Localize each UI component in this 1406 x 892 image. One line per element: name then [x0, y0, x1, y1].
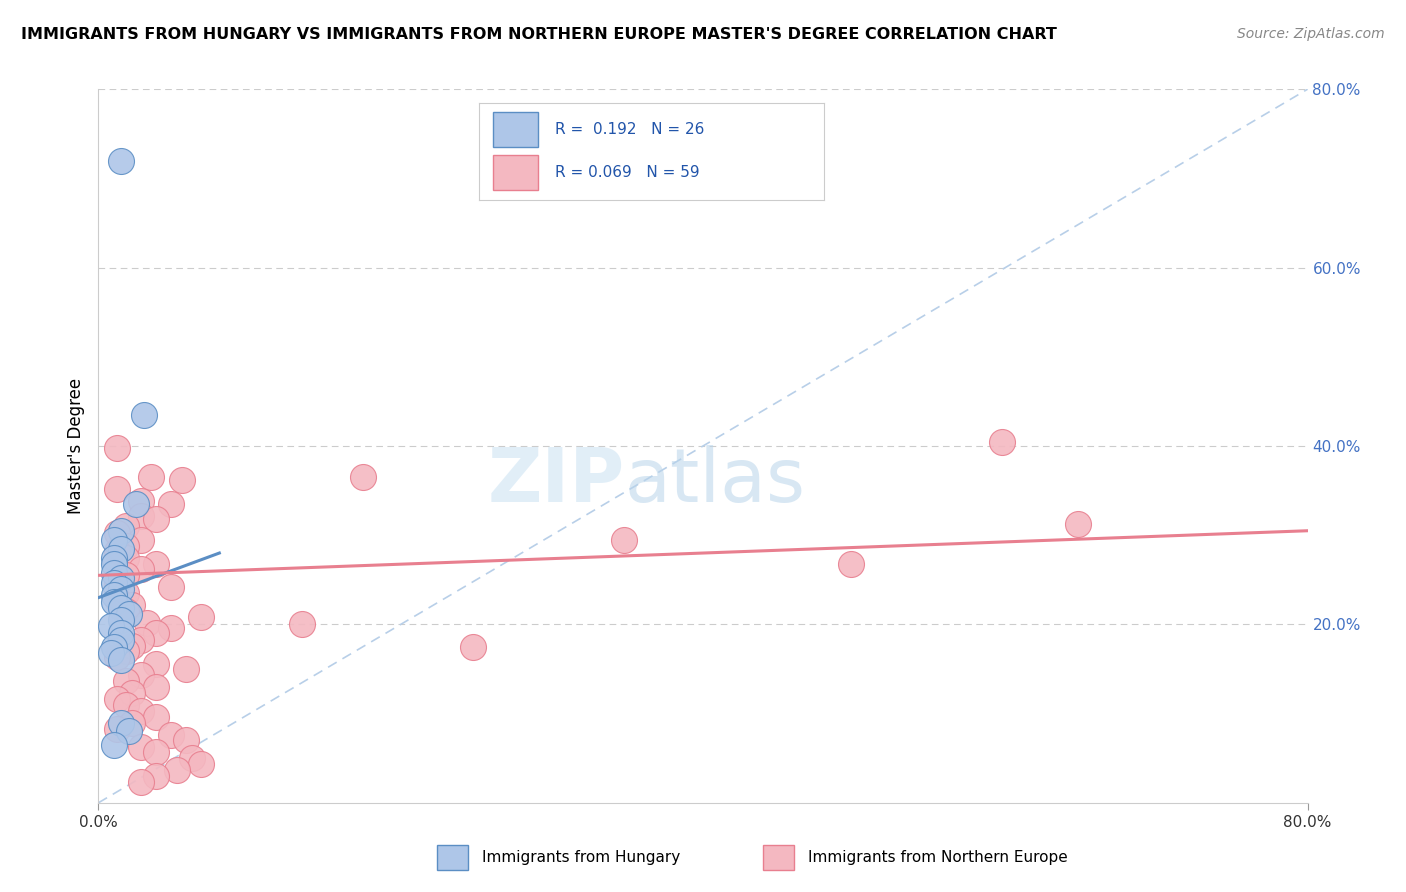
Point [839, 557, 862, 571]
Point [105, 544, 128, 558]
Text: ZIP: ZIP [486, 445, 624, 518]
Point [141, 470, 163, 484]
Point [110, 601, 132, 615]
Point [145, 657, 167, 671]
Point [129, 668, 152, 682]
Point [118, 724, 141, 739]
Point [463, 640, 485, 654]
Point [110, 524, 132, 538]
Point [103, 550, 125, 565]
Point [103, 557, 125, 571]
Point [103, 566, 125, 580]
Point [100, 646, 122, 660]
Point [103, 595, 125, 609]
Point [114, 519, 136, 533]
Point [105, 592, 128, 607]
Point [103, 533, 125, 547]
Text: atlas: atlas [624, 445, 806, 518]
Point [105, 722, 128, 736]
Point [114, 539, 136, 553]
Point [145, 626, 167, 640]
Point [190, 757, 212, 772]
Point [129, 775, 152, 789]
Point [110, 715, 132, 730]
Point [190, 610, 212, 624]
Point [110, 613, 132, 627]
Point [145, 557, 167, 571]
Point [166, 763, 188, 777]
Point [145, 710, 167, 724]
Point [174, 733, 197, 747]
Point [110, 633, 132, 648]
Point [105, 526, 128, 541]
Point [129, 739, 152, 754]
Point [145, 512, 167, 526]
Point [160, 728, 183, 742]
Point [110, 582, 132, 596]
Point [121, 715, 143, 730]
Point [135, 615, 157, 630]
Point [110, 571, 132, 585]
Point [121, 639, 143, 653]
Point [114, 674, 136, 689]
Point [121, 686, 143, 700]
Point [114, 698, 136, 712]
Point [125, 497, 148, 511]
Point [110, 626, 132, 640]
Point [114, 604, 136, 618]
Text: Source: ZipAtlas.com: Source: ZipAtlas.com [1237, 27, 1385, 41]
Point [291, 617, 314, 632]
Point [105, 574, 128, 589]
Point [613, 533, 636, 547]
Point [1067, 517, 1090, 532]
Point [110, 541, 132, 556]
Point [145, 769, 167, 783]
Point [114, 644, 136, 658]
Point [121, 598, 143, 612]
Point [114, 550, 136, 565]
Point [118, 607, 141, 621]
Point [352, 470, 374, 484]
Point [145, 680, 167, 694]
Point [100, 619, 122, 633]
Point [110, 653, 132, 667]
Point [170, 473, 193, 487]
Point [145, 745, 167, 759]
Point [160, 580, 183, 594]
Point [174, 662, 197, 676]
Point [103, 588, 125, 602]
Point [181, 751, 204, 765]
Point [160, 621, 183, 635]
Text: IMMIGRANTS FROM HUNGARY VS IMMIGRANTS FROM NORTHERN EUROPE MASTER'S DEGREE CORRE: IMMIGRANTS FROM HUNGARY VS IMMIGRANTS FR… [21, 27, 1057, 42]
Point [103, 640, 125, 654]
Point [129, 632, 152, 647]
Point [105, 482, 128, 496]
Point [129, 562, 152, 576]
Point [129, 494, 152, 508]
Point [103, 576, 125, 591]
Point [129, 508, 152, 523]
Point [105, 441, 128, 455]
Point [160, 497, 183, 511]
Point [991, 434, 1014, 449]
Y-axis label: Master's Degree: Master's Degree [66, 378, 84, 514]
Point [132, 408, 155, 422]
Point [114, 586, 136, 600]
Point [105, 692, 128, 706]
Point [114, 568, 136, 582]
Point [110, 153, 132, 168]
Text: Immigrants from Northern Europe: Immigrants from Northern Europe [808, 850, 1069, 864]
Point [129, 704, 152, 718]
Point [129, 533, 152, 547]
Text: Immigrants from Hungary: Immigrants from Hungary [482, 850, 681, 864]
Point [103, 738, 125, 752]
Point [105, 650, 128, 665]
